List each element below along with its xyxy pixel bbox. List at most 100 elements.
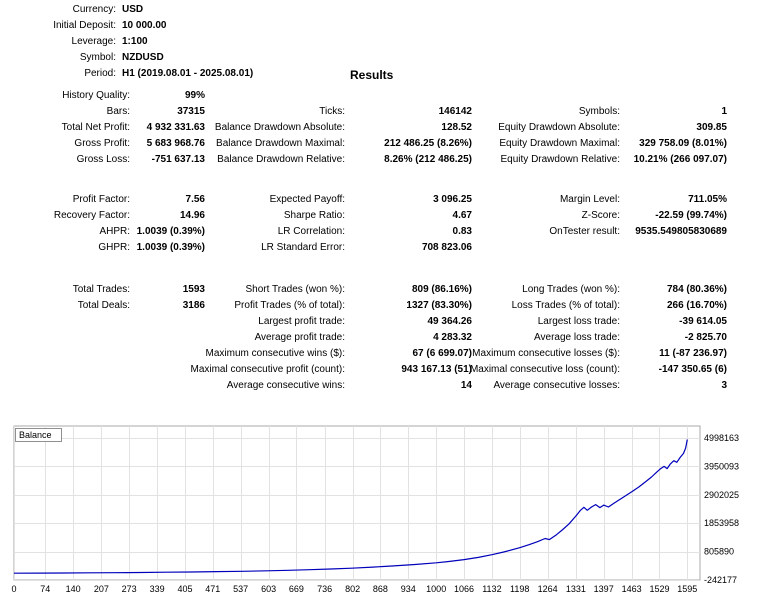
stat-label: Total Deals: — [77, 300, 130, 311]
header-label: Initial Deposit: — [53, 20, 116, 31]
stat-label: Average loss trade: — [534, 332, 620, 343]
y-axis-label: 2902025 — [704, 490, 739, 500]
header-row: Initial Deposit: 10 000.00 — [0, 18, 765, 34]
stat-value: 8.26% (212 486.25) — [384, 154, 472, 165]
report-header: Currency: USD Initial Deposit: 10 000.00 Lev… — [0, 2, 765, 82]
stat-value: 4.67 — [452, 210, 472, 221]
stat-label: Equity Drawdown Maximal: — [499, 138, 620, 149]
header-label: Currency: — [72, 4, 116, 15]
stat-value: 99% — [184, 90, 205, 101]
stat-label: Total Trades: — [72, 284, 130, 295]
x-axis-label: 1397 — [594, 584, 614, 594]
stat-label: Maximum consecutive losses ($): — [472, 348, 620, 359]
stat-value: 10.21% (266 097.07) — [633, 154, 727, 165]
stat-value: -2 825.70 — [684, 332, 727, 343]
stat-label: Margin Level: — [559, 194, 620, 205]
x-axis-label: 537 — [233, 584, 248, 594]
stats-row: Average consecutive wins: 14 Average conse… — [0, 378, 765, 394]
stat-value: 3186 — [182, 300, 205, 311]
stat-label: Loss Trades (% of total): — [511, 300, 620, 311]
stat-value: 4 283.32 — [433, 332, 472, 343]
stat-value: 1327 (83.30%) — [406, 300, 472, 311]
stat-value: 146142 — [438, 106, 472, 117]
header-value: 10 000.00 — [122, 20, 167, 31]
x-axis-label: 1066 — [454, 584, 474, 594]
stat-label: Expected Payoff: — [269, 194, 345, 205]
stat-label: Average consecutive wins: — [226, 380, 345, 391]
stat-label: Recovery Factor: — [53, 210, 130, 221]
results-title: Results — [350, 68, 394, 82]
stat-value: 128.52 — [441, 122, 472, 133]
balance-line — [13, 439, 688, 574]
stat-label: OnTester result: — [549, 226, 620, 237]
stat-value: 11 (-87 236.97) — [659, 348, 727, 359]
header-row: Period: H1 (2019.08.01 - 2025.08.01) — [0, 66, 765, 82]
x-axis-label: 207 — [94, 584, 109, 594]
stat-value: 1.0039 (0.39%) — [136, 242, 205, 253]
stat-value: 784 (80.36%) — [666, 284, 727, 295]
stat-value: 7.56 — [185, 194, 205, 205]
stats-row: Average profit trade: 4 283.32 Average los… — [0, 330, 765, 346]
x-axis-label: 736 — [317, 584, 332, 594]
stat-label: Long Trades (won %): — [522, 284, 620, 295]
stat-value: 37315 — [177, 106, 205, 117]
y-axis-label: 1853958 — [704, 518, 739, 528]
stat-label: Symbols: — [578, 106, 620, 117]
stat-value: 1 — [721, 106, 727, 117]
stats-row: Profit Factor: 7.56 Expected Payoff: 3 096.… — [0, 192, 765, 208]
y-axis-label: 3950093 — [704, 461, 739, 471]
y-axis-label: 805890 — [704, 547, 734, 557]
stat-label: Total Net Profit: — [61, 122, 130, 133]
header-row: Leverage: 1:100 — [0, 34, 765, 50]
stat-label: LR Correlation: — [277, 226, 345, 237]
header-row: Currency: USD — [0, 2, 765, 18]
balance-chart: Balance 4998163 3950093 2902025 1853958 80589… — [11, 425, 739, 594]
stat-label: Bars: — [106, 106, 130, 117]
x-axis-label: 802 — [345, 584, 360, 594]
stat-value: 3 096.25 — [433, 194, 472, 205]
stat-value: 3 — [721, 380, 727, 391]
stat-value: 1593 — [182, 284, 205, 295]
stats-row: GHPR: 1.0039 (0.39%) LR Standard Error: 708… — [0, 240, 765, 256]
stat-label: Maximal consecutive profit (count): — [190, 364, 345, 375]
stat-value: 809 (86.16%) — [411, 284, 472, 295]
stats-row: Bars: 37315 Ticks: 146142 Symbols: 1 — [0, 104, 765, 120]
stats-row: Gross Loss: -751 637.13 Balance Drawdown R… — [0, 152, 765, 168]
stats-row: History Quality: 99% — [0, 88, 765, 104]
x-axis-label: 1595 — [677, 584, 697, 594]
header-value: H1 (2019.08.01 - 2025.08.01) — [122, 68, 254, 79]
x-axis-label: 934 — [401, 584, 416, 594]
x-axis-label: 1132 — [482, 584, 501, 594]
stats-row: AHPR: 1.0039 (0.39%) LR Correlation: 0.83 On… — [0, 224, 765, 240]
header-row: Symbol: NZDUSD — [0, 50, 765, 66]
stats-row: Total Net Profit: 4 932 331.63 Balance Dra… — [0, 120, 765, 136]
stat-value: 212 486.25 (8.26%) — [384, 138, 472, 149]
stat-label: Largest profit trade: — [258, 316, 345, 327]
x-axis-label: 1331 — [566, 584, 586, 594]
x-axis-label: 1529 — [649, 584, 669, 594]
stat-value: 4 932 331.63 — [146, 122, 205, 133]
stat-label: Balance Drawdown Relative: — [217, 154, 345, 165]
x-axis-label: 1000 — [426, 584, 446, 594]
stat-value: 943 167.13 (51) — [401, 364, 472, 375]
stat-label: Average profit trade: — [254, 332, 345, 343]
stats-row: Largest profit trade: 49 364.26 Largest lo… — [0, 314, 765, 330]
stat-value: -39 614.05 — [679, 316, 727, 327]
stat-label: Profit Trades (% of total): — [234, 300, 345, 311]
stats-row: Maximum consecutive wins ($): 67 (6 699.0… — [0, 346, 765, 362]
stat-label: Balance Drawdown Maximal: — [216, 138, 345, 149]
stat-value: 14 — [460, 380, 472, 391]
stats-row: Total Deals: 3186 Profit Trades (% of tota… — [0, 298, 765, 314]
x-axis-label: 74 — [40, 584, 50, 594]
stat-label: AHPR: — [99, 226, 130, 237]
stat-value: 1.0039 (0.39%) — [136, 226, 205, 237]
stat-label: Profit Factor: — [72, 194, 130, 205]
stat-value: 329 758.09 (8.01%) — [639, 138, 727, 149]
x-axis-label: 1198 — [510, 584, 529, 594]
header-label: Leverage: — [71, 36, 116, 47]
stat-label: Equity Drawdown Absolute: — [498, 122, 620, 133]
x-axis-label: 0 — [11, 584, 16, 594]
stat-label: Gross Loss: — [76, 154, 130, 165]
stat-value: 5 683 968.76 — [146, 138, 205, 149]
